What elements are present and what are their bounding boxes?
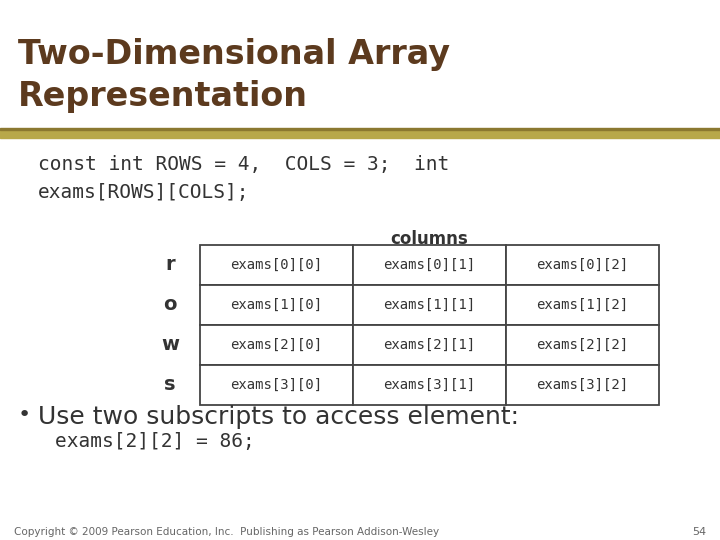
Bar [200,325,353,365]
Text: w: w [161,335,179,354]
Text: exams[2][1]: exams[2][1] [384,338,476,352]
Bar [353,285,506,325]
Text: columns: columns [391,230,469,248]
Text: 54: 54 [692,527,706,537]
Text: exams[ROWS][COLS];: exams[ROWS][COLS]; [38,183,250,202]
Text: exams[1][2]: exams[1][2] [536,298,629,312]
Text: Representation: Representation [18,80,308,113]
Bar [506,325,659,365]
Bar [0,128,720,130]
Text: Use two subscripts to access element:: Use two subscripts to access element: [38,405,519,429]
Bar [506,365,659,405]
Bar [0,130,720,138]
Bar [200,285,353,325]
Bar [353,245,506,285]
Text: exams[2][2]: exams[2][2] [536,338,629,352]
Text: r: r [165,255,175,274]
Bar [200,245,353,285]
Text: Copyright © 2009 Pearson Education, Inc.  Publishing as Pearson Addison-Wesley: Copyright © 2009 Pearson Education, Inc.… [14,527,439,537]
Text: exams[0][0]: exams[0][0] [230,258,323,272]
Text: exams[1][0]: exams[1][0] [230,298,323,312]
Text: const int ROWS = 4,  COLS = 3;  int: const int ROWS = 4, COLS = 3; int [38,155,449,174]
Text: exams[3][0]: exams[3][0] [230,378,323,392]
Bar [353,325,506,365]
Text: exams[2][0]: exams[2][0] [230,338,323,352]
Text: o: o [163,295,176,314]
Bar [506,285,659,325]
Text: exams[3][1]: exams[3][1] [384,378,476,392]
Text: exams[2][2] = 86;: exams[2][2] = 86; [55,432,255,451]
Bar [200,365,353,405]
Text: •: • [18,405,31,425]
Bar [506,245,659,285]
Text: s: s [164,375,176,395]
Text: Two-Dimensional Array: Two-Dimensional Array [18,38,450,71]
Text: exams[0][1]: exams[0][1] [384,258,476,272]
Text: exams[3][2]: exams[3][2] [536,378,629,392]
Bar [353,365,506,405]
Text: exams[0][2]: exams[0][2] [536,258,629,272]
Text: exams[1][1]: exams[1][1] [384,298,476,312]
